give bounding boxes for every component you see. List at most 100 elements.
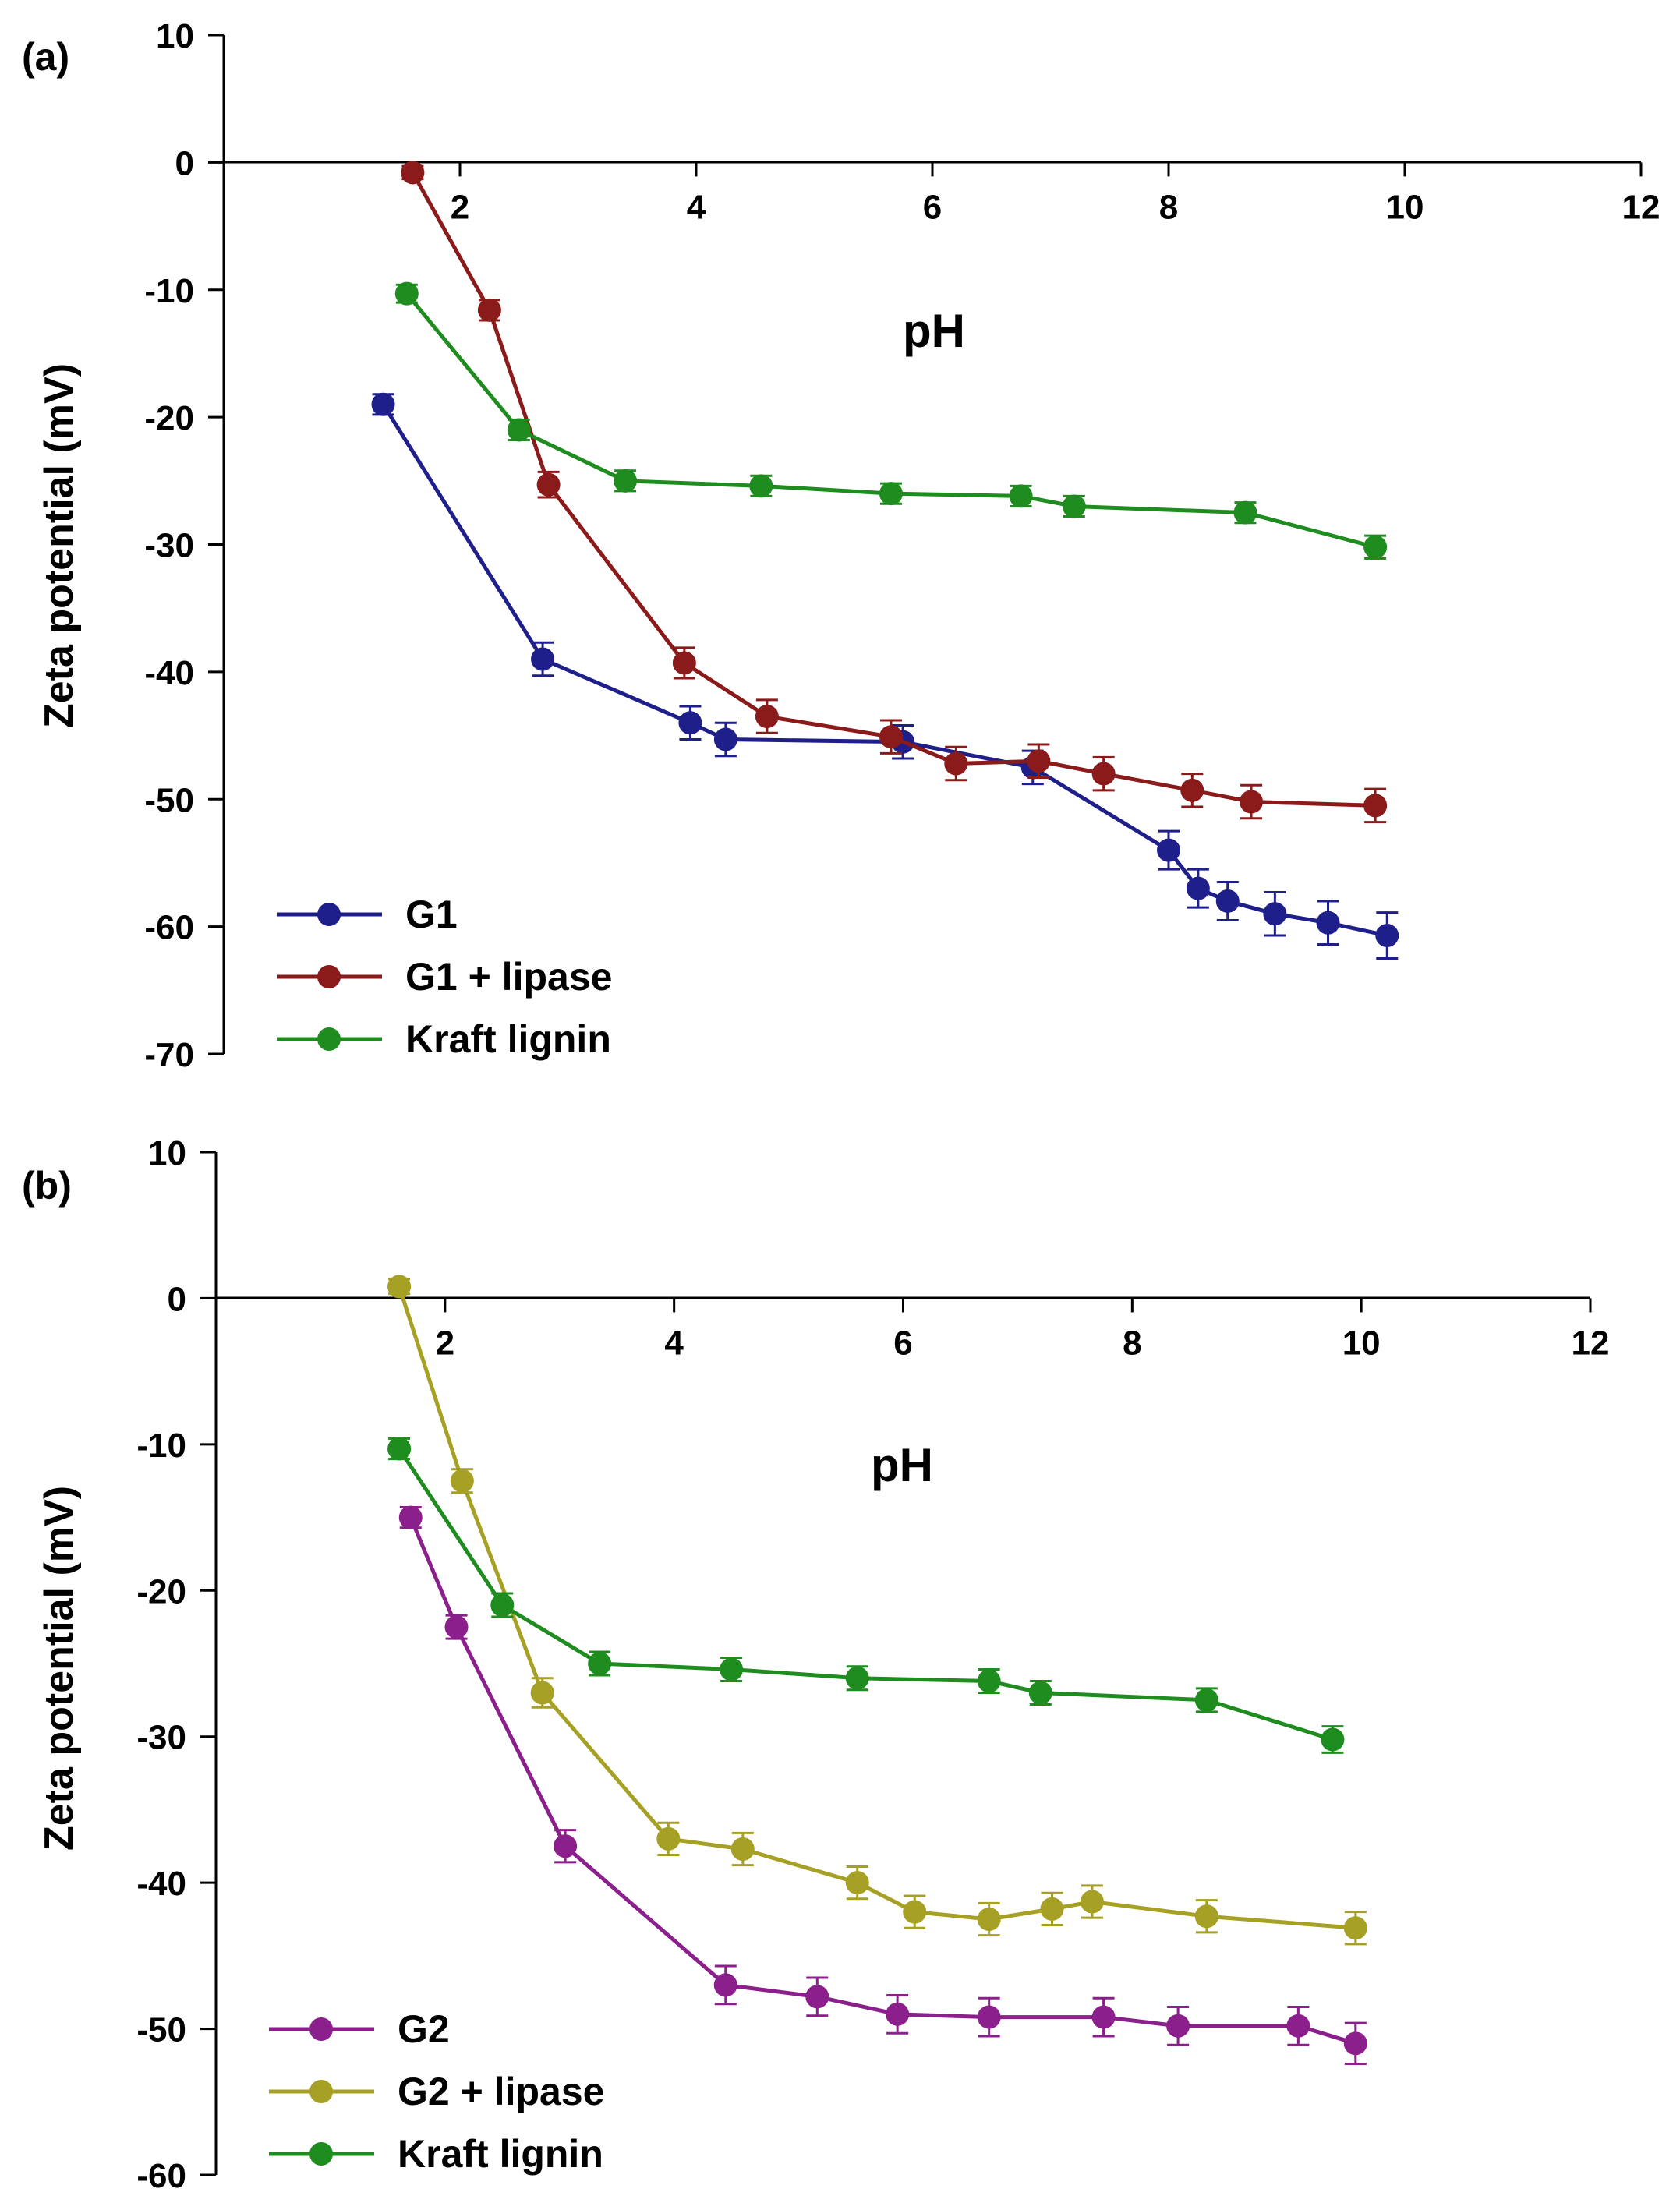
y-axis-label: Zeta potential (mV) — [37, 363, 82, 728]
series-g1 — [371, 392, 1399, 960]
data-point — [394, 281, 419, 306]
data-point — [1040, 1897, 1064, 1921]
legend-swatch-marker — [317, 1027, 341, 1051]
data-point — [977, 1908, 1001, 1931]
y-tick-label: -40 — [136, 1865, 186, 1903]
y-tick-label: -20 — [144, 399, 194, 437]
series-line — [409, 1516, 1356, 2046]
data-point — [713, 727, 737, 751]
data-point — [977, 1669, 1001, 1693]
data-point — [1186, 876, 1210, 900]
data-point — [450, 1469, 474, 1493]
data-point — [401, 161, 425, 185]
data-point — [672, 651, 696, 675]
data-point — [656, 1826, 681, 1851]
legend: G2 G2 + lipase Kraft lignin — [269, 2007, 604, 2176]
data-point — [1215, 889, 1240, 913]
y-tick-label: 10 — [148, 1134, 186, 1172]
y-tick-label: 0 — [168, 1280, 186, 1318]
data-point — [398, 1505, 423, 1529]
data-point — [1194, 1688, 1218, 1712]
y-tick-label: -10 — [144, 272, 194, 310]
data-point — [387, 1437, 412, 1461]
series-kraft-lignin — [387, 1437, 1345, 1754]
x-tick-label: 12 — [1572, 1324, 1610, 1362]
legend-label: G2 — [398, 2007, 450, 2051]
data-point — [507, 418, 531, 442]
data-point — [805, 1985, 829, 2009]
panel-label: (a) — [22, 35, 69, 79]
x-tick-label: 6 — [923, 188, 942, 226]
series-g1-lipase — [401, 161, 1388, 824]
x-axis-label: pH — [871, 1439, 933, 1491]
data-point — [879, 725, 903, 749]
data-point — [1194, 1904, 1218, 1929]
legend-label: Kraft lignin — [405, 1017, 611, 1061]
data-point — [749, 474, 773, 498]
data-point — [845, 1666, 869, 1690]
data-point — [1091, 2005, 1116, 2029]
series-g2-lipase — [387, 1275, 1367, 1946]
y-axis-ticks: 10 0 -10 -20 -30 -40 -50 -60 — [136, 1134, 216, 2195]
x-tick-label: 10 — [1342, 1324, 1381, 1362]
y-tick-label: -70 — [144, 1036, 194, 1074]
x-tick-label: 12 — [1622, 188, 1661, 226]
data-point — [730, 1837, 755, 1862]
data-point — [678, 711, 702, 735]
x-tick-label: 4 — [687, 188, 706, 226]
legend-swatch-marker — [309, 2142, 333, 2166]
legend: G1 G1 + lipase Kraft lignin — [277, 893, 612, 1061]
x-axis-label: pH — [903, 305, 965, 357]
data-point — [1343, 1916, 1367, 1940]
series-kraft-lignin — [394, 281, 1388, 560]
data-point — [588, 1652, 612, 1675]
y-tick-label: -40 — [144, 654, 194, 692]
legend-label: G2 + lipase — [398, 2070, 604, 2113]
legend-swatch-marker — [317, 903, 341, 926]
data-point — [1286, 2014, 1310, 2038]
legend-label: Kraft lignin — [398, 2132, 603, 2176]
data-point — [1343, 2031, 1367, 2056]
data-point — [755, 705, 779, 729]
series-line — [405, 292, 1376, 550]
data-point — [886, 2002, 910, 2026]
y-axis-ticks: 10 0 -10 -20 -30 -40 -50 -60 -70 — [144, 17, 224, 1074]
data-point — [1363, 794, 1388, 818]
series-g2 — [398, 1505, 1367, 2066]
x-tick-label: 2 — [451, 188, 469, 226]
data-point — [1080, 1890, 1104, 1914]
data-point — [1233, 500, 1257, 525]
data-point — [845, 1871, 869, 1895]
data-point — [614, 469, 638, 493]
data-point — [1375, 924, 1399, 948]
x-axis-ticks: 2 4 6 8 10 12 — [451, 162, 1661, 226]
data-point — [713, 1973, 737, 1997]
data-point — [536, 472, 561, 497]
panel-a: (a) Zeta potential (mV) pH 10 0 -10 -20 -30 -… — [22, 17, 1660, 1074]
data-point — [1316, 911, 1340, 935]
x-tick-label: 10 — [1386, 188, 1424, 226]
y-tick-label: 10 — [156, 17, 194, 55]
y-tick-label: -50 — [136, 2011, 186, 2049]
x-tick-label: 2 — [436, 1324, 454, 1362]
legend-label: G1 — [405, 893, 458, 936]
data-point — [444, 1615, 469, 1639]
data-point — [1263, 902, 1287, 926]
data-point — [387, 1275, 412, 1299]
data-point — [1180, 778, 1204, 802]
legend-swatch-marker — [309, 2017, 333, 2041]
panel-label: (b) — [22, 1164, 72, 1208]
y-tick-label: -50 — [144, 781, 194, 819]
x-tick-label: 4 — [664, 1324, 684, 1362]
panel-b: (b) Zeta potential (mV) pH 10 0 -10 -20 -30 -… — [22, 1134, 1609, 2195]
data-point — [530, 1681, 554, 1705]
data-point — [1157, 838, 1180, 862]
data-point — [720, 1657, 744, 1681]
data-point — [1009, 484, 1033, 508]
data-point — [1028, 1681, 1052, 1705]
y-tick-label: -60 — [144, 909, 194, 947]
data-point — [1091, 762, 1116, 786]
data-point — [1062, 494, 1086, 518]
y-tick-label: 0 — [175, 144, 194, 182]
